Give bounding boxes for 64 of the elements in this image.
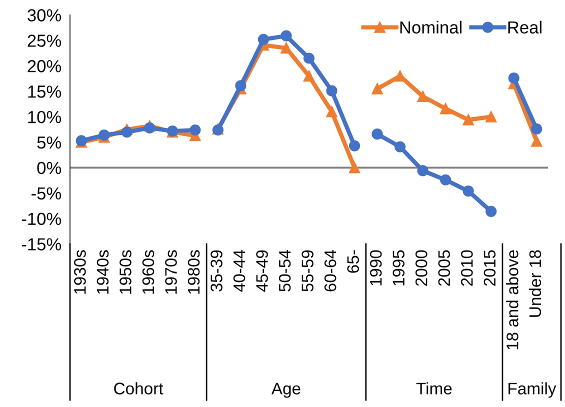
point (531, 136, 542, 147)
point (462, 186, 474, 197)
x-tick-label: 1990 (370, 250, 382, 286)
y-tick-label: 5% (37, 136, 62, 149)
x-axis-title: Cohort (114, 382, 164, 394)
y-tick-label: 0% (37, 162, 62, 174)
y-tick-label: -10% (22, 212, 62, 226)
point (440, 103, 452, 114)
point (280, 30, 292, 42)
point (531, 123, 542, 135)
legend-label: Real (508, 20, 542, 34)
y-tick-label: 15% (28, 86, 62, 98)
point (348, 162, 360, 174)
point (144, 122, 156, 134)
x-tick-label: 50-54 (278, 250, 291, 292)
y-tick-label: 20% (28, 60, 62, 72)
y-tick-label: 10% (28, 110, 62, 124)
x-tick-label: 1980s (188, 250, 200, 294)
point (280, 42, 292, 54)
point (348, 140, 360, 152)
x-tick-label: 1960s (142, 250, 154, 294)
x-tick-label: 2000 (415, 250, 428, 286)
x-tick-label: 40-44 (233, 250, 246, 292)
y-tick-label: 25% (28, 34, 62, 47)
x-tick-label: 2010 (461, 250, 473, 286)
point (486, 111, 497, 122)
x-tick-label: 60-64 (324, 250, 336, 292)
x-tick-label: 35-39 (210, 250, 222, 292)
point (508, 72, 520, 84)
point (440, 174, 452, 186)
point (190, 124, 201, 136)
x-axis-title: Family (508, 382, 556, 398)
point (121, 126, 132, 138)
point (486, 206, 497, 217)
y-tick-label: -5% (32, 187, 62, 200)
y-tick-label: 30% (28, 9, 62, 22)
point (326, 85, 338, 96)
x-tick-label: 45-49 (256, 250, 268, 292)
point (258, 34, 270, 45)
legend-label: Nominal (400, 20, 462, 34)
x-tick-label: Under 18 (528, 250, 542, 317)
point (417, 165, 428, 176)
y-tick-label: -15% (22, 238, 62, 250)
point (462, 114, 474, 126)
x-tick-label: 2015 (484, 250, 496, 286)
x-tick-label: 1995 (392, 250, 405, 286)
x-tick-label: 18 and above (506, 250, 518, 350)
x-axis-title: Age (271, 382, 300, 398)
x-tick-label: 1970s (165, 250, 177, 294)
point (303, 52, 315, 64)
x-tick-label: 65- (347, 250, 359, 273)
point (326, 106, 338, 118)
x-tick-label: 1940s (96, 250, 109, 294)
point (372, 83, 383, 94)
x-tick-label: 2005 (438, 250, 450, 286)
point (303, 70, 315, 82)
point (372, 128, 383, 140)
point (235, 80, 246, 92)
x-axis-title: Time (416, 382, 452, 394)
x-tick-label: 1930s (74, 250, 86, 294)
x-tick-label: 55-59 (302, 250, 314, 292)
point (394, 141, 406, 152)
point (417, 90, 428, 102)
x-tick-label: 1950s (120, 250, 132, 294)
